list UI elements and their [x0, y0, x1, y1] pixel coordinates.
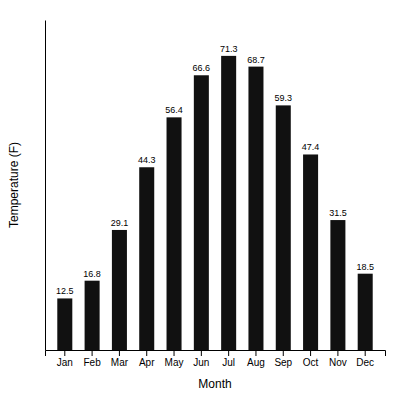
bar — [57, 298, 72, 350]
bar — [330, 220, 345, 350]
data-labels: 12.5 16.8 29.1 44.3 56.4 66.6 71.3 68.7 59.3 47.4… — [56, 44, 374, 297]
x-axis-title: Month — [198, 377, 231, 391]
x-tick-label: Nov — [329, 357, 347, 368]
x-tick: Jan — [57, 350, 73, 368]
y-axis-line — [45, 21, 46, 351]
x-tick-mark — [337, 350, 338, 356]
data-label: 68.7 — [247, 55, 265, 65]
plot: Jan Feb Mar Apr May Jun Jul Aug Sep Oct Nov Dec 12.5… — [46, 21, 386, 369]
x-tick-label: Aug — [247, 357, 265, 368]
x-tick-label: Apr — [139, 357, 155, 368]
x-tick-mark — [64, 350, 65, 356]
x-tick-mark — [174, 350, 175, 356]
data-label: 31.5 — [329, 208, 347, 218]
bar — [167, 117, 182, 350]
x-axis-line — [46, 351, 386, 357]
x-tick-mark — [119, 350, 120, 356]
x-tick: Dec — [356, 350, 374, 368]
bar — [112, 230, 127, 350]
x-tick-label: Jan — [57, 357, 73, 368]
x-tick-label: Oct — [303, 357, 319, 368]
x-tick: Oct — [303, 350, 319, 368]
x-tick: Apr — [139, 350, 155, 368]
x-tick: Jul — [222, 350, 235, 368]
bar — [303, 154, 318, 350]
data-label: 29.1 — [111, 218, 129, 228]
bar — [194, 75, 209, 350]
x-tick-mark — [365, 350, 366, 356]
bar — [139, 167, 154, 350]
x-tick-mark — [228, 350, 229, 356]
data-label: 47.4 — [302, 142, 320, 152]
x-tick: Jun — [193, 350, 209, 368]
x-tick: Aug — [247, 350, 265, 368]
x-tick-mark — [201, 350, 202, 356]
x-tick-mark — [255, 350, 256, 356]
bar — [358, 274, 373, 350]
data-label: 18.5 — [356, 262, 374, 272]
data-label: 71.3 — [220, 44, 238, 54]
x-tick-mark — [146, 350, 147, 356]
x-tick-mark — [310, 350, 311, 356]
x-tick-label: Jul — [222, 357, 235, 368]
data-label: 16.8 — [83, 269, 101, 279]
x-axis: Jan Feb Mar Apr May Jun Jul Aug Sep Oct Nov Dec — [46, 350, 386, 368]
data-label: 44.3 — [138, 155, 156, 165]
x-tick: Feb — [83, 350, 101, 368]
data-label: 59.3 — [275, 93, 293, 103]
data-label: 56.4 — [165, 105, 183, 115]
x-tick: Sep — [274, 350, 292, 368]
data-label: 66.6 — [193, 63, 211, 73]
x-tick-mark — [92, 350, 93, 356]
x-tick-mark — [283, 350, 284, 356]
y-axis — [45, 21, 46, 351]
x-tick-label: Mar — [111, 357, 129, 368]
x-tick: Mar — [111, 350, 129, 368]
data-label: 12.5 — [56, 286, 74, 296]
bar — [85, 281, 100, 350]
y-axis-title: Temperature (F) — [7, 142, 21, 228]
x-tick: Nov — [329, 350, 347, 368]
x-tick-label: Jun — [193, 357, 209, 368]
bar — [248, 67, 263, 350]
bar — [221, 56, 236, 350]
bars — [57, 56, 372, 350]
x-tick-label: Feb — [83, 357, 101, 368]
x-tick-label: May — [165, 357, 184, 368]
x-tick: May — [165, 350, 184, 368]
x-tick-label: Sep — [274, 357, 292, 368]
x-tick-label: Dec — [356, 357, 374, 368]
chart: Jan Feb Mar Apr May Jun Jul Aug Sep Oct Nov Dec 12.5… — [0, 0, 400, 400]
bar — [276, 105, 291, 350]
